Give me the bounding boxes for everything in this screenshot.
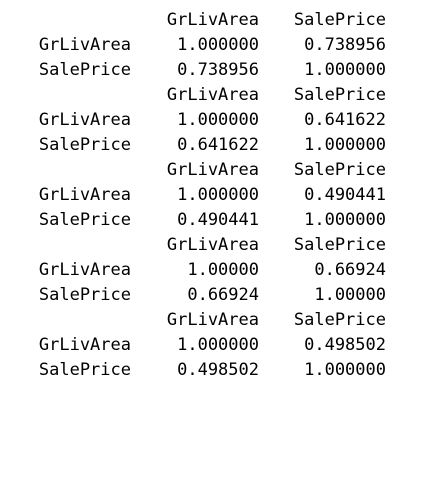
row-label: SalePrice bbox=[38, 135, 131, 155]
row-label: SalePrice bbox=[38, 360, 131, 380]
correlation-value: 0.66924 bbox=[314, 260, 386, 280]
matrix-header-row: GrLivArea SalePrice bbox=[0, 8, 448, 33]
matrix-header-row: GrLivArea SalePrice bbox=[0, 83, 448, 108]
correlation-value: 0.498502 bbox=[177, 360, 259, 380]
matrix-row: GrLivArea 1.00000 0.66924 bbox=[0, 258, 448, 283]
row-label: SalePrice bbox=[38, 60, 131, 80]
correlation-value: 0.641622 bbox=[304, 110, 386, 130]
column-header: SalePrice bbox=[293, 10, 386, 30]
matrix-row: SalePrice 0.66924 1.00000 bbox=[0, 283, 448, 308]
correlation-value: 1.00000 bbox=[187, 260, 259, 280]
correlation-value: 1.000000 bbox=[304, 210, 386, 230]
column-header: GrLivArea bbox=[166, 160, 259, 180]
correlation-value: 0.641622 bbox=[177, 135, 259, 155]
column-header: SalePrice bbox=[293, 85, 386, 105]
row-label: SalePrice bbox=[38, 210, 131, 230]
column-header: SalePrice bbox=[293, 160, 386, 180]
row-label: GrLivArea bbox=[38, 260, 131, 280]
correlation-value: 1.000000 bbox=[177, 110, 259, 130]
correlation-value: 0.498502 bbox=[304, 335, 386, 355]
column-header: GrLivArea bbox=[166, 85, 259, 105]
matrix-row: GrLivArea 1.000000 0.738956 bbox=[0, 33, 448, 58]
correlation-value: 1.000000 bbox=[177, 35, 259, 55]
matrix-header-row: GrLivArea SalePrice bbox=[0, 308, 448, 333]
correlation-value: 0.490441 bbox=[177, 210, 259, 230]
matrix-row: SalePrice 0.498502 1.000000 bbox=[0, 358, 448, 383]
correlation-value: 1.000000 bbox=[177, 335, 259, 355]
correlation-value: 0.66924 bbox=[187, 285, 259, 305]
column-header: SalePrice bbox=[293, 310, 386, 330]
matrix-row: SalePrice 0.490441 1.000000 bbox=[0, 208, 448, 233]
correlation-value: 0.490441 bbox=[304, 185, 386, 205]
matrix-row: GrLivArea 1.000000 0.498502 bbox=[0, 333, 448, 358]
matrix-row: SalePrice 0.738956 1.000000 bbox=[0, 58, 448, 83]
correlation-value: 0.738956 bbox=[177, 60, 259, 80]
matrix-row: GrLivArea 1.000000 0.490441 bbox=[0, 183, 448, 208]
matrix-header-row: GrLivArea SalePrice bbox=[0, 233, 448, 258]
correlation-value: 1.000000 bbox=[304, 360, 386, 380]
column-header: GrLivArea bbox=[166, 10, 259, 30]
column-header: GrLivArea bbox=[166, 310, 259, 330]
row-label: SalePrice bbox=[38, 285, 131, 305]
correlation-value: 0.738956 bbox=[304, 35, 386, 55]
matrix-header-row: GrLivArea SalePrice bbox=[0, 158, 448, 183]
correlation-value: 1.000000 bbox=[304, 60, 386, 80]
correlation-output: GrLivArea SalePrice GrLivArea 1.000000 0… bbox=[0, 8, 448, 383]
correlation-value: 1.000000 bbox=[304, 135, 386, 155]
matrix-row: GrLivArea 1.000000 0.641622 bbox=[0, 108, 448, 133]
column-header: SalePrice bbox=[293, 235, 386, 255]
row-label: GrLivArea bbox=[38, 185, 131, 205]
row-label: GrLivArea bbox=[38, 335, 131, 355]
correlation-value: 1.00000 bbox=[314, 285, 386, 305]
column-header: GrLivArea bbox=[166, 235, 259, 255]
row-label: GrLivArea bbox=[38, 35, 131, 55]
correlation-value: 1.000000 bbox=[177, 185, 259, 205]
matrix-row: SalePrice 0.641622 1.000000 bbox=[0, 133, 448, 158]
row-label: GrLivArea bbox=[38, 110, 131, 130]
